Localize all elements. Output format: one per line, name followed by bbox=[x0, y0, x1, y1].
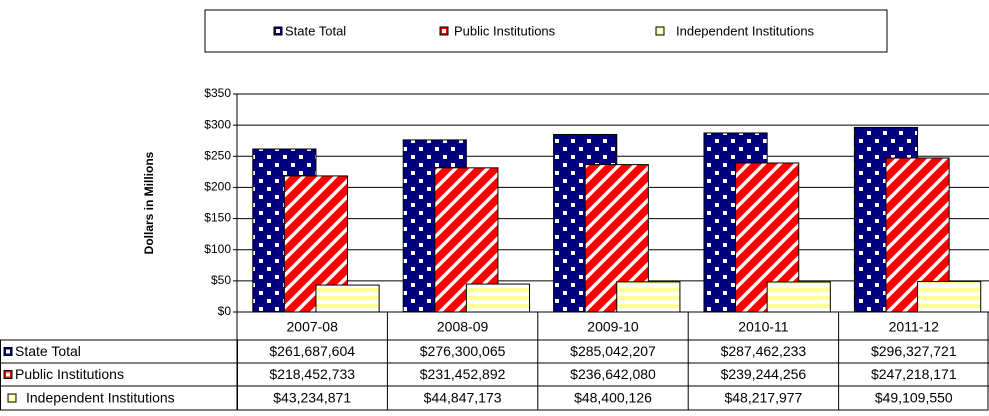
legend-swatch-mark bbox=[442, 29, 446, 33]
legend-label: State Total bbox=[285, 23, 346, 38]
bar bbox=[616, 281, 681, 313]
table-value: $247,218,171 bbox=[871, 366, 957, 382]
y-tick-label: $350 bbox=[204, 86, 231, 100]
legend-swatch-mark bbox=[10, 396, 14, 400]
table-value: $285,042,207 bbox=[570, 343, 656, 359]
table-row-label: State Total bbox=[15, 343, 81, 359]
table-value: $44,847,173 bbox=[424, 390, 502, 406]
table-value: $276,300,065 bbox=[420, 343, 506, 359]
bar bbox=[315, 284, 380, 313]
table-row-label: Public Institutions bbox=[15, 366, 124, 382]
table-value: $236,642,080 bbox=[570, 366, 656, 382]
table-value: $287,462,233 bbox=[721, 343, 807, 359]
table-value: $43,234,871 bbox=[273, 390, 351, 406]
table-row-label: Independent Institutions bbox=[26, 390, 175, 406]
bar bbox=[766, 281, 831, 313]
x-tick-label: 2011-12 bbox=[889, 319, 940, 335]
y-tick-label: $50 bbox=[211, 273, 231, 287]
legend-box bbox=[204, 9, 888, 53]
bar bbox=[917, 280, 982, 313]
x-tick-label: 2008-09 bbox=[437, 319, 489, 335]
bar bbox=[465, 283, 531, 313]
y-tick-label: $150 bbox=[204, 211, 231, 225]
table-value: $49,109,550 bbox=[875, 390, 953, 406]
table-value: $218,452,733 bbox=[269, 366, 355, 382]
y-tick-label: $250 bbox=[204, 148, 231, 162]
y-tick-label: $100 bbox=[204, 242, 231, 256]
legend-swatch-mark bbox=[6, 349, 10, 354]
table-value: $231,452,892 bbox=[420, 366, 506, 382]
y-tick-label: $200 bbox=[204, 180, 231, 194]
table-value: $48,217,977 bbox=[724, 390, 802, 406]
legend-label: Public Institutions bbox=[454, 23, 556, 38]
x-tick-label: 2010-11 bbox=[738, 319, 789, 335]
y-tick-label: $0 bbox=[218, 304, 232, 318]
x-tick-label: 2009-10 bbox=[587, 319, 639, 335]
legend-swatch-mark bbox=[6, 372, 10, 377]
table-value: $239,244,256 bbox=[721, 366, 807, 382]
y-axis-label: Dollars in Millions bbox=[142, 151, 156, 254]
legend-label: Independent Institutions bbox=[676, 23, 815, 38]
legend-swatch-mark bbox=[658, 29, 662, 33]
table-value: $48,400,126 bbox=[574, 390, 652, 406]
y-tick-label: $300 bbox=[204, 117, 231, 131]
x-tick-label: 2007-08 bbox=[287, 319, 339, 335]
legend-swatch-mark bbox=[276, 29, 280, 33]
table-value: $296,327,721 bbox=[871, 343, 957, 359]
table-value: $261,687,604 bbox=[269, 343, 355, 359]
